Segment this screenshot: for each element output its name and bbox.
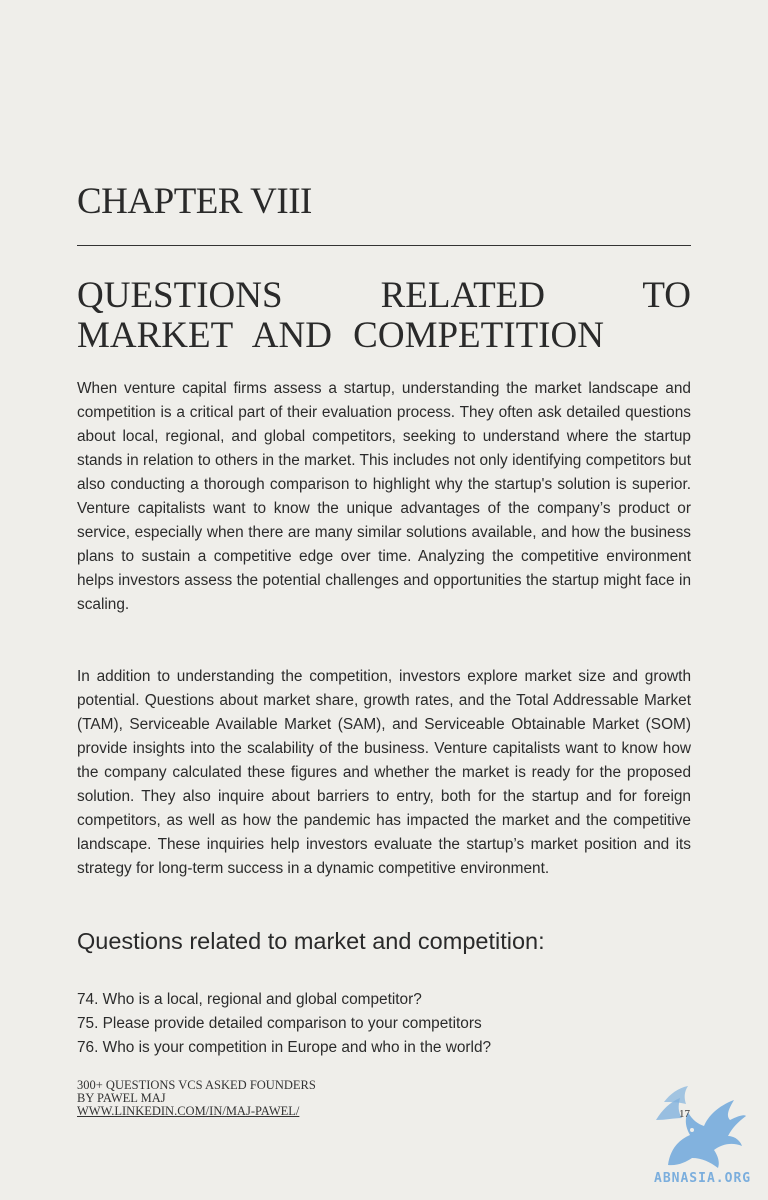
- griffin-logo-icon: [656, 1086, 746, 1168]
- list-item: 75. Please provide detailed comparison t…: [77, 1015, 482, 1032]
- footer-author: BY PAWEL MAJ: [77, 1091, 166, 1105]
- watermark-text: ABNASIA.ORG: [654, 1171, 752, 1186]
- footer-book-title: 300+ QUESTIONS VCS ASKED FOUNDERS: [77, 1078, 316, 1092]
- title-divider: [77, 245, 691, 246]
- intro-paragraph-1: When venture capital firms assess a star…: [77, 380, 691, 613]
- questions-list: 74. Who is a local, regional and global …: [77, 988, 691, 1060]
- list-item: 76. Who is your competition in Europe an…: [77, 1039, 492, 1056]
- chapter-title: QUESTIONS RELATED TO MARKET AND COMPETIT…: [77, 275, 691, 356]
- questions-heading: Questions related to market and competit…: [77, 928, 545, 954]
- chapter-label: CHAPTER VIII: [77, 181, 312, 222]
- footer-linkedin-link[interactable]: WWW.LINKEDIN.COM/IN/MAJ-PAWEL/: [77, 1104, 300, 1118]
- page-number: 17: [679, 1108, 690, 1120]
- page-footer: 300+ QUESTIONS VCS ASKED FOUNDERS BY PAW…: [77, 1079, 316, 1118]
- list-item: 74. Who is a local, regional and global …: [77, 991, 422, 1008]
- intro-paragraph-2: In addition to understanding the competi…: [77, 668, 691, 877]
